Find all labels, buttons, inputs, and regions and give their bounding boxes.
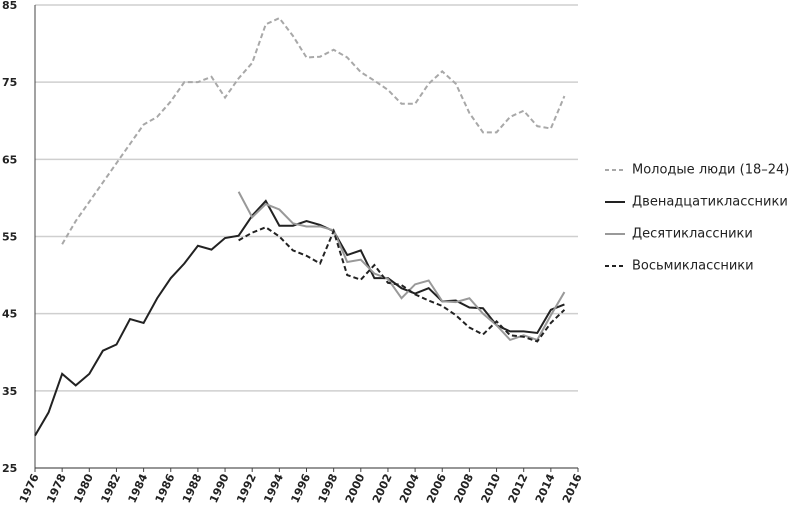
x-tick-label: 1996: [288, 471, 313, 505]
x-tick-label: 1982: [98, 472, 123, 505]
y-tick-label: 55: [2, 231, 17, 244]
series-line: [238, 226, 566, 343]
y-tick-label: 45: [2, 308, 17, 321]
x-tick-label: 2008: [451, 472, 476, 505]
y-tick-label: 25: [2, 462, 17, 475]
x-tick-label: 1978: [44, 472, 69, 505]
legend-label: Десятиклассники: [632, 227, 753, 242]
y-tick-label: 75: [2, 76, 17, 89]
x-tick-label: 1998: [316, 472, 341, 505]
y-tick-label: 65: [2, 153, 17, 166]
series-line: [34, 199, 565, 437]
x-tick-label: 1988: [180, 472, 205, 505]
series-line: [61, 16, 566, 245]
x-tick-label: 2000: [343, 471, 368, 505]
x-tick-label: 1980: [71, 471, 96, 505]
x-tick-label: 2014: [533, 471, 558, 505]
x-tick-label: 2002: [370, 472, 395, 505]
legend-label: Восьмиклассники: [632, 259, 754, 274]
x-tick-label: 2010: [479, 471, 504, 505]
x-tick-label: 1984: [126, 471, 151, 505]
x-tick-label: 2004: [397, 471, 422, 505]
x-tick-label: 1986: [153, 471, 178, 505]
x-tick-label: 1994: [261, 471, 286, 505]
series-line: [237, 191, 566, 342]
x-tick-label: 2012: [506, 472, 531, 505]
x-tick-label: 2006: [424, 471, 449, 505]
legend-label: Двенадцатиклассники: [632, 195, 788, 210]
x-tick-label: 1990: [207, 471, 232, 505]
y-tick-label: 35: [2, 385, 17, 398]
x-tick-label: 2016: [560, 471, 585, 505]
x-tick-label: 1992: [234, 472, 259, 505]
x-tick-label: 1976: [17, 471, 42, 505]
legend-label: Молодые люди (18–24): [632, 163, 789, 178]
y-tick-label: 85: [2, 0, 17, 12]
